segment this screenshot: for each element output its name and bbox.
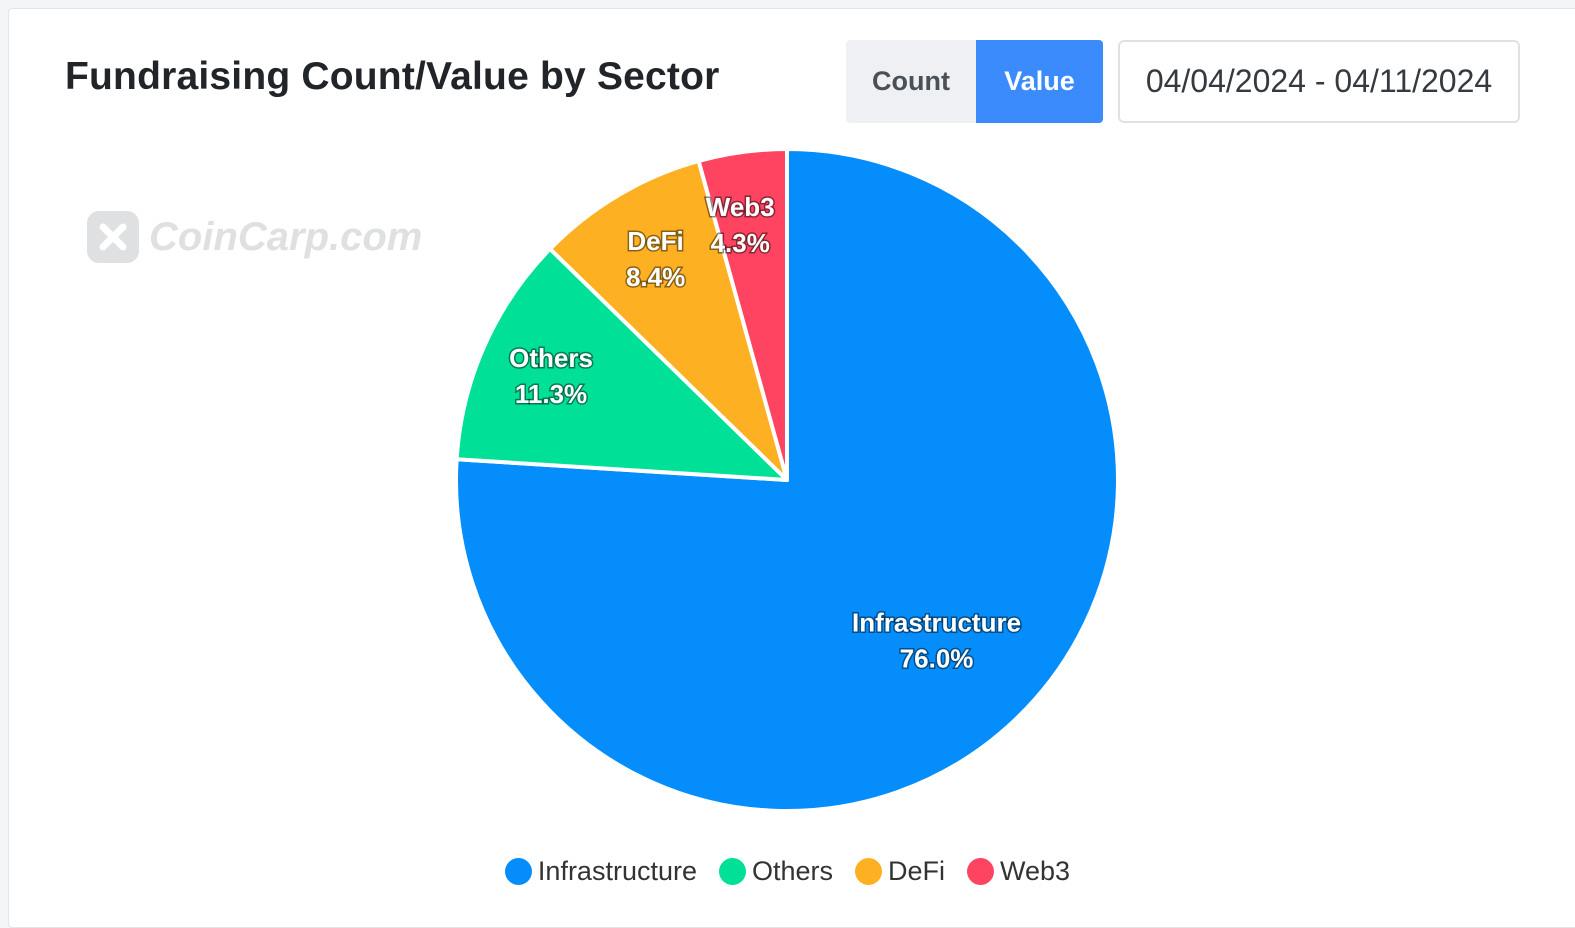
chart-legend: Infrastructure Others DeFi Web3	[0, 856, 1575, 887]
slice-label-web3: Web3	[706, 192, 775, 222]
date-range-picker[interactable]: 04/04/2024 - 04/11/2024	[1118, 40, 1520, 123]
legend-label-web3: Web3	[1000, 856, 1071, 886]
legend-marker-defi	[855, 858, 883, 885]
legend-marker-infrastructure	[504, 858, 532, 885]
chart-title: Fundraising Count/Value by Sector	[65, 55, 720, 98]
slice-value-defi: 8.4%	[626, 262, 685, 292]
legend-marker-web3	[967, 858, 995, 885]
legend-label-defi: DeFi	[888, 856, 946, 886]
pie-slice-defi[interactable]	[548, 159, 789, 482]
coincarp-logo-icon	[87, 211, 139, 263]
legend-marker-others	[718, 858, 746, 885]
pie-slice-infrastructure[interactable]	[454, 147, 1120, 813]
count-toggle-button[interactable]: Count	[846, 40, 976, 123]
legend-item-others[interactable]: Others	[718, 856, 834, 887]
value-toggle-button[interactable]: Value	[976, 40, 1103, 123]
legend-label-infrastructure: Infrastructure	[537, 856, 697, 886]
pie-slice-others[interactable]	[454, 246, 789, 482]
watermark-text: CoinCarp.com	[149, 214, 423, 259]
legend-item-infrastructure[interactable]: Infrastructure	[504, 856, 697, 887]
pie-slice-web3[interactable]	[696, 147, 789, 482]
legend-item-web3[interactable]: Web3	[967, 856, 1070, 887]
count-value-toggle: Count Value	[846, 40, 1103, 123]
slice-value-web3: 4.3%	[711, 228, 770, 258]
slice-label-infrastructure: Infrastructure	[852, 607, 1021, 637]
slice-label-others: Others	[509, 343, 593, 373]
legend-item-defi[interactable]: DeFi	[855, 856, 945, 887]
watermark: CoinCarp.com	[85, 209, 422, 265]
slice-value-infrastructure: 76.0%	[900, 643, 974, 673]
slice-label-defi: DeFi	[627, 226, 683, 256]
slice-value-others: 11.3%	[515, 379, 587, 409]
legend-label-others: Others	[751, 856, 834, 886]
